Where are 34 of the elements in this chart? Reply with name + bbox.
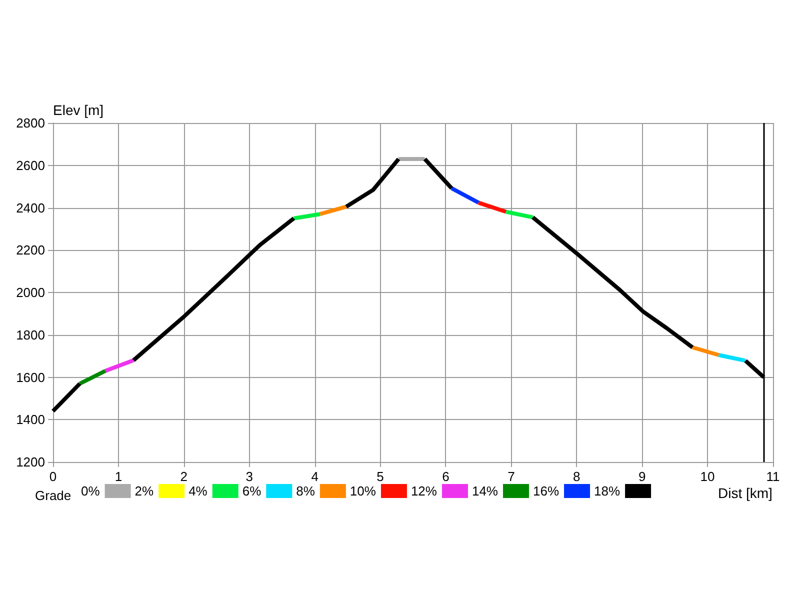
y-tick-label: 1200 [16, 454, 45, 470]
legend-label: 4% [188, 484, 208, 498]
legend-label: 10% [350, 484, 376, 498]
x-tick-label: 0 [49, 469, 57, 484]
y-tick-label: 2200 [16, 242, 45, 258]
y-tick-label: 2400 [16, 200, 45, 216]
x-tick-label: 7 [508, 469, 515, 484]
legend-label: 2% [134, 484, 154, 498]
y-axis-title: Elev [m] [53, 102, 104, 118]
legend-label: 16% [532, 484, 560, 498]
legend-label: 14% [472, 484, 498, 498]
legend-label: 8% [296, 484, 316, 498]
legend-label: 12% [410, 484, 438, 498]
x-tick-label: 11 [766, 469, 780, 484]
y-tick-label: 2000 [16, 285, 45, 300]
x-tick-label: 1 [114, 469, 122, 484]
legend-label: 0% [80, 484, 100, 498]
x-axis-title: Dist [km] [718, 485, 772, 501]
y-tick-label: 1800 [16, 327, 45, 342]
x-tick-label: 2 [180, 469, 188, 484]
y-tick-label: 2600 [16, 158, 45, 173]
x-tick-label: 4 [311, 469, 318, 484]
y-tick-label: 1400 [16, 412, 45, 428]
x-tick-label: 5 [376, 469, 384, 484]
x-tick-label: 3 [246, 469, 253, 484]
x-tick-label: 8 [573, 469, 580, 484]
x-tick-label: 10 [700, 469, 715, 484]
legend-label: 6% [242, 484, 262, 498]
legend-title: Grade [35, 488, 72, 503]
legend-label: 18% [594, 484, 620, 498]
x-tick-label: 9 [638, 469, 646, 484]
y-tick-label: 1600 [16, 370, 45, 385]
y-tick-label: 2800 [16, 116, 45, 130]
x-tick-label: 6 [442, 469, 450, 484]
